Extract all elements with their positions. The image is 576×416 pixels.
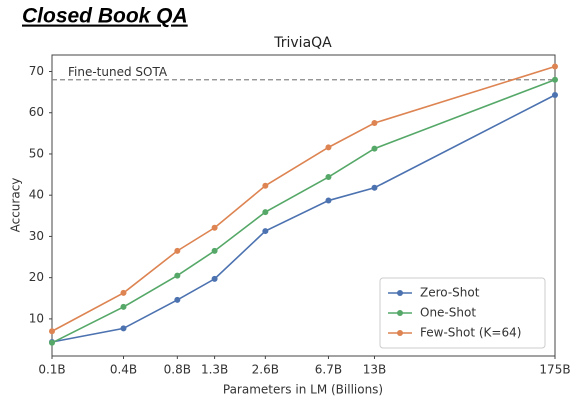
x-tick-label: 6.7B xyxy=(315,363,342,377)
point xyxy=(174,247,181,254)
point xyxy=(325,174,332,181)
x-tick-label: 0.8B xyxy=(164,363,191,377)
point xyxy=(262,209,269,216)
point xyxy=(552,76,558,83)
point xyxy=(49,339,55,346)
legend-label: One-Shot xyxy=(420,306,476,320)
x-tick-label: 1.3B xyxy=(201,363,228,377)
legend-box xyxy=(379,277,546,349)
point xyxy=(49,328,55,335)
x-tick-label: 2.6B xyxy=(252,363,279,377)
series-line xyxy=(51,78,556,344)
point xyxy=(211,247,218,254)
y-tick-label: 60 xyxy=(29,105,44,119)
legend-label: Zero-Shot xyxy=(420,286,480,300)
point xyxy=(262,228,269,235)
point xyxy=(371,145,378,152)
x-tick-label: 0.1B xyxy=(38,363,65,377)
point xyxy=(174,296,181,303)
series-line xyxy=(51,94,556,343)
point xyxy=(211,275,218,282)
x-axis-label: Parameters in LM (Billions) xyxy=(223,383,383,397)
point xyxy=(325,197,332,204)
x-tick-label: 0.4B xyxy=(110,363,137,377)
plot-frame xyxy=(51,54,556,357)
y-tick-label: 30 xyxy=(29,229,44,243)
x-tick-label: 13B xyxy=(363,363,387,377)
point xyxy=(552,91,558,98)
reference-label: Fine-tuned SOTA xyxy=(68,65,168,79)
y-tick-label: 40 xyxy=(29,188,44,202)
legend-swatch-dot xyxy=(397,290,403,296)
series-line xyxy=(51,65,556,332)
y-axis-label: Accuracy xyxy=(9,178,23,233)
chart-title: TriviaQA xyxy=(273,35,332,51)
point xyxy=(120,325,127,332)
point xyxy=(262,182,269,189)
point xyxy=(211,224,218,231)
point xyxy=(174,272,181,279)
point xyxy=(371,184,378,191)
legend-swatch-dot xyxy=(397,330,403,336)
point xyxy=(552,63,558,70)
y-tick-label: 50 xyxy=(29,146,44,160)
point xyxy=(120,289,127,296)
x-tick-label: 175B xyxy=(539,363,570,377)
point xyxy=(120,303,127,310)
point xyxy=(371,120,378,127)
legend-label: Few-Shot (K=64) xyxy=(420,326,521,340)
y-tick-label: 70 xyxy=(29,64,44,78)
point xyxy=(325,144,332,151)
heading: Closed Book QA xyxy=(22,5,188,28)
legend-swatch-dot xyxy=(397,310,403,316)
y-tick-label: 10 xyxy=(29,311,44,325)
y-tick-label: 20 xyxy=(29,270,44,284)
